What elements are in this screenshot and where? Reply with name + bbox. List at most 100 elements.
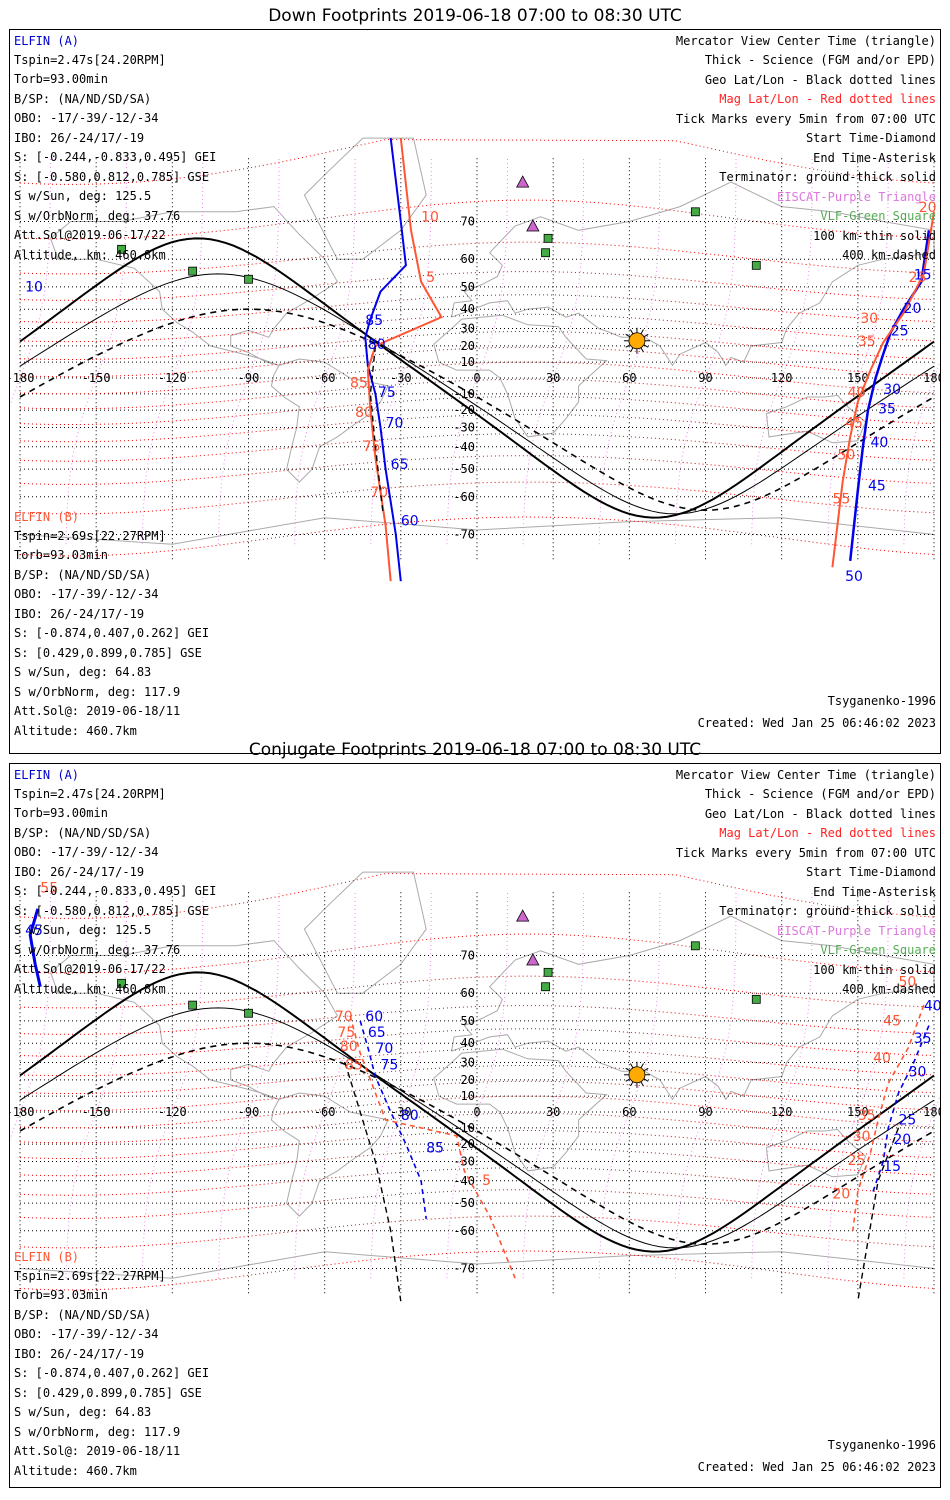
lat-tick-label: 10 <box>461 355 475 369</box>
track-tick-label: 25 <box>909 270 927 286</box>
mag-meridian <box>65 158 128 545</box>
elfin-a-info-line: S w/OrbNorm, deg: 37.76 <box>14 942 181 957</box>
track-tick-label: 80 <box>368 337 386 353</box>
elfin-b-info-line: B/SP: (NA/ND/SD/SA) <box>14 567 152 582</box>
track-tick-label: 75 <box>363 439 381 455</box>
legend-item: 400 km-dashed <box>842 981 936 996</box>
track-tick-label: 20 <box>919 200 937 216</box>
elfin-a-info-line: S: [-0.580,0.812,0.785] GSE <box>14 169 210 184</box>
lat-tick-label: 60 <box>461 986 475 1000</box>
vlf-square <box>188 1000 198 1010</box>
coastline <box>50 206 339 366</box>
terminator-ground <box>19 237 935 519</box>
sun-disk <box>628 1066 646 1084</box>
elfin-a-name: ELFIN (A) <box>14 34 80 48</box>
lon-tick-label: 0 <box>473 1105 480 1119</box>
elfin-a-info-line: S: [-0.580,0.812,0.785] GSE <box>14 903 210 918</box>
track-tick-label: 65 <box>391 457 409 473</box>
mag-meridian <box>446 892 508 1279</box>
sun-ray <box>640 329 644 335</box>
track-tick-label: 40 <box>848 385 866 401</box>
legend-item: Start Time-Diamond <box>805 131 936 146</box>
lat-tick-label: 60 <box>461 252 475 266</box>
elfin-b-track-down-2 <box>831 211 935 568</box>
elfin-b-info-line: Altitude: 460.7km <box>14 723 137 738</box>
track-tick-label: 50 <box>898 975 916 991</box>
elfin-a-info-line: Altitude, km: 460.8km <box>14 981 166 996</box>
track-tick-label: 85 <box>350 375 368 391</box>
elfin-b-info-line: S w/Sun, deg: 64.83 <box>14 665 152 680</box>
lon-tick-label: -90 <box>238 1105 260 1119</box>
elfin-b-track-conj-1 <box>349 1015 516 1279</box>
sun-ray <box>643 1078 649 1082</box>
elfin-a-info-line: B/SP: (NA/ND/SD/SA) <box>14 825 152 840</box>
legend-item: Geo Lat/Lon - Black dotted lines <box>704 806 936 821</box>
legend-item: Start Time-Diamond <box>805 865 936 880</box>
sun-ray <box>625 344 631 348</box>
mag-meridian <box>522 892 585 1279</box>
coastline <box>765 1128 867 1178</box>
elfin-b-info-line: Torb=93.03min <box>14 1288 108 1303</box>
lon-tick-label: 30 <box>546 371 560 385</box>
eiscat-triangle <box>516 909 530 922</box>
terminators <box>19 237 935 519</box>
lon-tick-label: -150 <box>82 371 111 385</box>
elfin-b-track-400km <box>369 345 384 514</box>
geo-grid <box>19 158 935 561</box>
legend-item: End Time-Asterisk <box>813 150 936 165</box>
coastline <box>303 871 427 994</box>
elfin-a-info-line: OBO: -17/-39/-12/-34 <box>14 111 159 126</box>
lat-tick-label: -70 <box>453 1262 475 1276</box>
track-tick-label: 25 <box>891 324 909 340</box>
elfin-b-name: ELFIN (B) <box>14 510 80 524</box>
sun-ray <box>643 344 649 348</box>
lat-tick-label: 70 <box>461 214 475 228</box>
mag-parallel <box>19 313 935 343</box>
elfin-b-info-line: Altitude: 460.7km <box>14 1463 137 1478</box>
elfin-a-info-line: S w/Sun, deg: 125.5 <box>14 189 152 204</box>
terminator-400km <box>19 308 935 512</box>
mag-meridian <box>141 892 204 1279</box>
mag-meridian <box>65 892 128 1279</box>
mag-meridian <box>827 892 889 1279</box>
track-tick-label: 60 <box>401 514 419 530</box>
lon-tick-label: -60 <box>314 1105 336 1119</box>
mag-meridian <box>598 158 661 545</box>
down-footprints-map: -180-150-120-90-60-300306090120150180706… <box>10 137 940 585</box>
mag-parallel <box>19 1028 935 1057</box>
track-tick-label: 85 <box>345 1058 363 1074</box>
model-label: Tsyganenko-1996 <box>827 1438 936 1452</box>
elfin-a-track-400km <box>344 1062 402 1302</box>
lat-tick-label: 50 <box>461 1014 475 1028</box>
mag-meridian <box>10 158 51 407</box>
legend-item: VLF-Green Square <box>820 209 936 224</box>
mag-meridian <box>370 158 432 545</box>
track-tick-label: 70 <box>386 416 404 432</box>
lat-tick-label: 40 <box>461 1036 475 1050</box>
coastlines <box>19 871 935 1279</box>
eiscat-triangle <box>526 219 540 232</box>
vlf-square <box>690 207 700 217</box>
mag-parallel <box>19 1167 935 1196</box>
elfin-a-info-line: Altitude, km: 460.8km <box>14 247 166 262</box>
legend-item: Geo Lat/Lon - Black dotted lines <box>704 72 936 87</box>
mag-parallel <box>19 294 935 323</box>
track-tick-label: 75 <box>337 1025 355 1041</box>
sun-icon <box>623 327 650 354</box>
legend-item: Thick - Science (FGM and/or EPD) <box>704 53 936 68</box>
coastline <box>50 940 339 1100</box>
lon-tick-label: 150 <box>847 371 869 385</box>
mag-parallel <box>19 361 935 395</box>
legend-item: 100 km-thin solid <box>813 962 936 977</box>
mag-parallel <box>19 1189 935 1219</box>
coastline <box>451 915 935 1101</box>
elfin-a-info-line: S: [-0.244,-0.833,0.495] GEI <box>14 884 217 899</box>
sun-ray <box>630 329 634 335</box>
track-tick-label: 45 <box>845 416 863 432</box>
track-tick-label: 30 <box>853 1129 871 1145</box>
legend-item: EISCAT-Purple Triangle <box>777 923 936 938</box>
mag-meridian <box>522 158 585 545</box>
track-tick-label: 15 <box>883 1159 901 1175</box>
down-footprints-panel: -180-150-120-90-60-300306090120150180706… <box>9 29 941 754</box>
mag-meridian <box>903 360 940 545</box>
